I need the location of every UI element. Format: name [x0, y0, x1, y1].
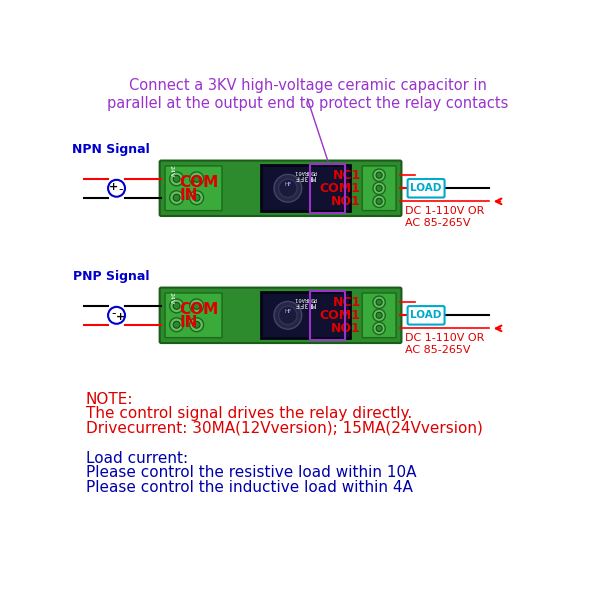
- FancyBboxPatch shape: [362, 166, 396, 211]
- FancyBboxPatch shape: [262, 165, 350, 211]
- Text: NO1: NO1: [331, 195, 361, 208]
- Text: -: -: [111, 307, 116, 320]
- Circle shape: [373, 296, 385, 308]
- Text: MF3FF: MF3FF: [295, 175, 316, 181]
- Text: MF3FF: MF3FF: [295, 301, 316, 307]
- Text: +: +: [116, 312, 125, 322]
- Circle shape: [173, 321, 180, 328]
- Circle shape: [274, 301, 302, 329]
- Circle shape: [278, 179, 297, 197]
- Text: COM: COM: [179, 175, 219, 190]
- Text: Please control the inductive load within 4A: Please control the inductive load within…: [86, 480, 413, 495]
- Circle shape: [373, 182, 385, 194]
- Text: NC1: NC1: [332, 169, 361, 182]
- Text: PNP Signal: PNP Signal: [73, 270, 149, 283]
- Text: PDMRA01: PDMRA01: [294, 296, 317, 301]
- Text: The control signal drives the relay directly.: The control signal drives the relay dire…: [86, 406, 412, 421]
- Circle shape: [190, 172, 203, 186]
- Circle shape: [373, 195, 385, 208]
- Circle shape: [376, 185, 382, 191]
- Text: HF: HF: [284, 309, 292, 314]
- Circle shape: [173, 194, 180, 201]
- Circle shape: [274, 175, 302, 202]
- FancyBboxPatch shape: [362, 293, 396, 338]
- Text: 24V: 24V: [169, 165, 174, 178]
- Text: IN: IN: [179, 315, 198, 330]
- Circle shape: [376, 325, 382, 331]
- Text: Connect a 3KV high-voltage ceramic capacitor in
parallel at the output end to pr: Connect a 3KV high-voltage ceramic capac…: [107, 78, 508, 110]
- Circle shape: [376, 312, 382, 319]
- FancyBboxPatch shape: [160, 161, 401, 216]
- Text: NO1: NO1: [331, 322, 361, 335]
- Circle shape: [193, 302, 200, 310]
- Circle shape: [376, 198, 382, 205]
- Circle shape: [193, 194, 200, 201]
- Text: NPN Signal: NPN Signal: [72, 143, 150, 156]
- Circle shape: [193, 321, 200, 328]
- Text: DC 1-110V OR
AC 85-265V: DC 1-110V OR AC 85-265V: [405, 206, 485, 227]
- Circle shape: [108, 180, 125, 197]
- Text: 24V: 24V: [169, 292, 174, 304]
- Circle shape: [190, 318, 203, 332]
- FancyBboxPatch shape: [165, 166, 222, 211]
- Text: COM1: COM1: [320, 182, 361, 195]
- FancyBboxPatch shape: [407, 306, 445, 325]
- Circle shape: [173, 302, 180, 310]
- Circle shape: [170, 318, 184, 332]
- Circle shape: [373, 309, 385, 322]
- Text: IN: IN: [179, 188, 198, 203]
- FancyBboxPatch shape: [407, 179, 445, 197]
- Circle shape: [278, 306, 297, 325]
- Circle shape: [108, 307, 125, 324]
- Circle shape: [170, 299, 184, 313]
- Text: LOAD: LOAD: [410, 310, 442, 320]
- FancyBboxPatch shape: [262, 292, 350, 338]
- FancyBboxPatch shape: [165, 293, 222, 338]
- Text: LOAD: LOAD: [410, 183, 442, 193]
- Text: COM: COM: [179, 302, 219, 317]
- Circle shape: [376, 172, 382, 178]
- Text: DC 1-110V OR
AC 85-265V: DC 1-110V OR AC 85-265V: [405, 333, 485, 355]
- Circle shape: [170, 172, 184, 186]
- Text: Drivecurrent: 30MA(12Vversion); 15MA(24Vversion): Drivecurrent: 30MA(12Vversion); 15MA(24V…: [86, 421, 482, 436]
- FancyBboxPatch shape: [160, 287, 401, 343]
- Text: Please control the resistive load within 10A: Please control the resistive load within…: [86, 466, 416, 481]
- Text: NOTE:: NOTE:: [86, 392, 133, 407]
- Text: HF: HF: [284, 182, 292, 187]
- Text: COM1: COM1: [320, 309, 361, 322]
- Text: NC1: NC1: [332, 296, 361, 309]
- Text: Load current:: Load current:: [86, 451, 188, 466]
- Circle shape: [170, 191, 184, 205]
- Circle shape: [373, 169, 385, 181]
- Circle shape: [376, 299, 382, 305]
- Circle shape: [193, 175, 200, 182]
- Circle shape: [190, 299, 203, 313]
- Circle shape: [373, 322, 385, 335]
- Circle shape: [190, 191, 203, 205]
- Circle shape: [173, 175, 180, 182]
- Text: -: -: [118, 184, 122, 196]
- Text: PDMRA01: PDMRA01: [294, 169, 317, 174]
- Text: +: +: [109, 182, 118, 192]
